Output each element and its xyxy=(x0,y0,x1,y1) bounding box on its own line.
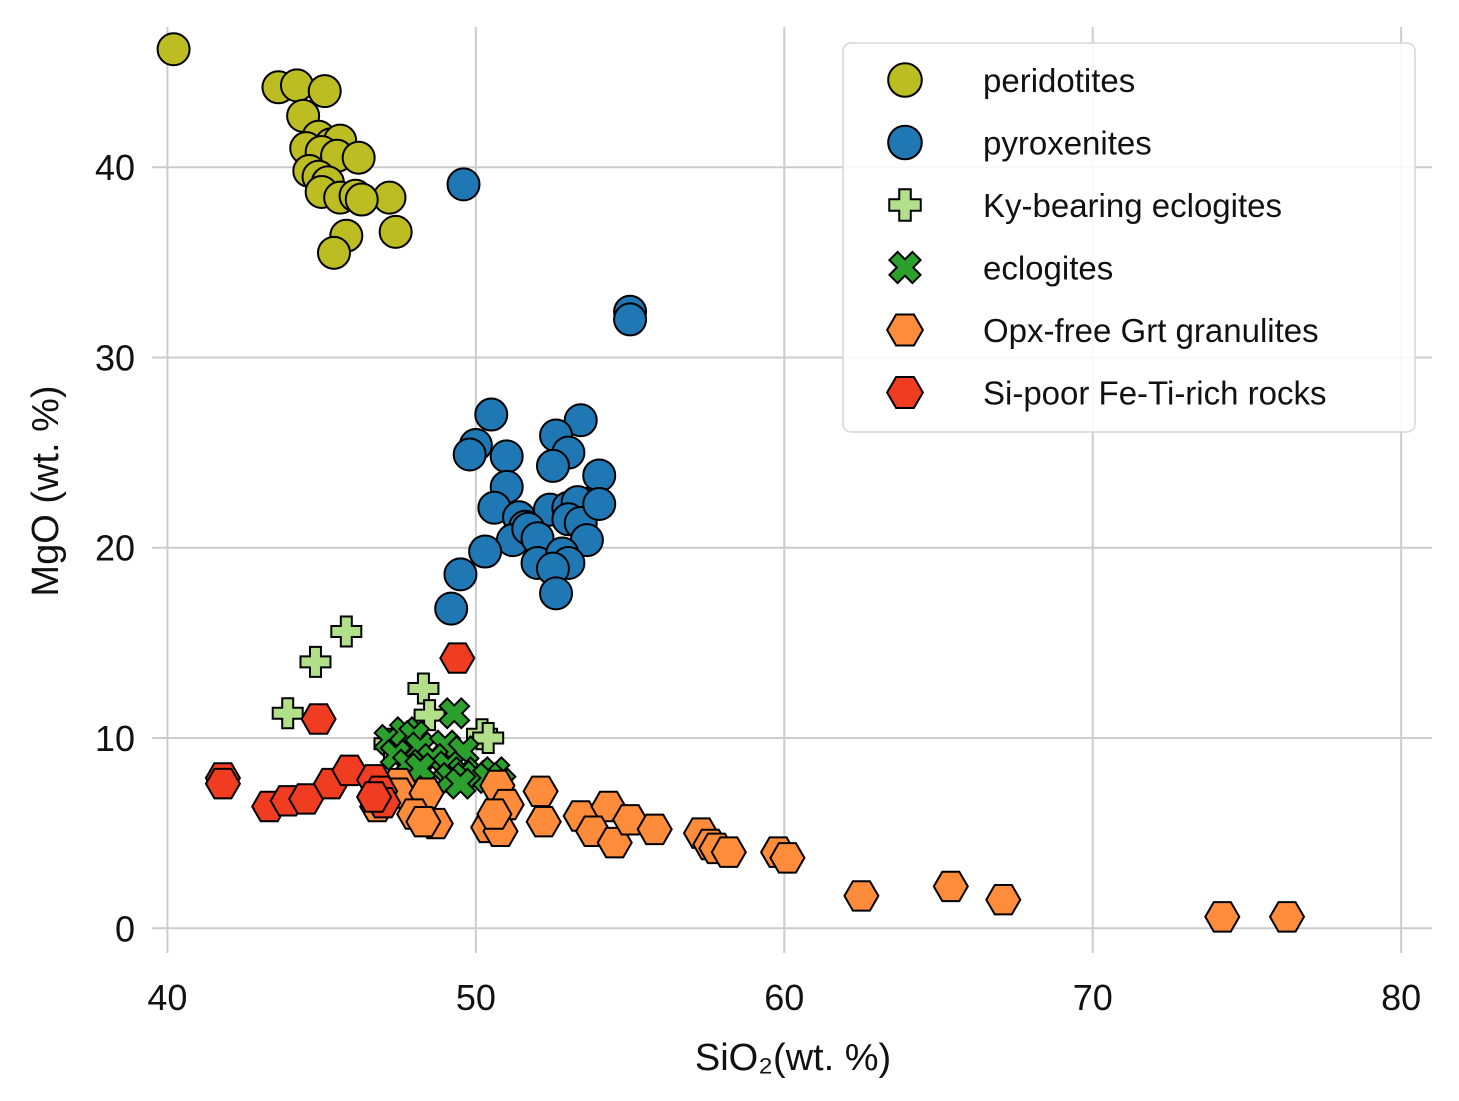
data-point xyxy=(539,576,574,611)
y-tick-label: 30 xyxy=(95,337,135,378)
data-point xyxy=(522,775,559,807)
data-point xyxy=(985,884,1022,916)
x-tick-label: 40 xyxy=(147,977,187,1018)
y-tick-label: 20 xyxy=(95,528,135,569)
data-point xyxy=(355,781,393,813)
data-point xyxy=(613,302,648,337)
x-axis-label: SiO₂(wt. %) xyxy=(695,1037,891,1079)
data-point xyxy=(434,591,469,626)
legend-marker xyxy=(887,250,923,285)
data-point xyxy=(474,397,509,432)
data-point xyxy=(563,403,598,438)
x-tick-label: 50 xyxy=(456,977,496,1018)
legend-box xyxy=(842,42,1416,433)
legend-label: pyroxenites xyxy=(983,125,1152,162)
data-point xyxy=(535,448,570,483)
data-point xyxy=(636,813,673,846)
y-axis-label: MgO (wt. %) xyxy=(25,385,67,596)
data-point xyxy=(413,699,446,732)
series-pyroxenites xyxy=(434,167,648,626)
data-point xyxy=(472,722,505,755)
data-point xyxy=(525,806,562,838)
legend-label: Si-poor Fe-Ti-rich rocks xyxy=(983,375,1327,412)
y-tick-label: 10 xyxy=(95,718,135,759)
legend-marker xyxy=(885,376,925,409)
data-point xyxy=(1204,901,1241,933)
x-tick-label: 70 xyxy=(1073,977,1113,1018)
data-point xyxy=(344,182,379,217)
series-peridotites xyxy=(156,32,413,270)
data-point xyxy=(271,697,304,730)
legend-marker xyxy=(888,188,922,222)
data-point xyxy=(476,798,513,830)
data-point xyxy=(582,458,617,493)
data-point xyxy=(330,615,363,648)
data-point xyxy=(405,806,442,838)
data-point xyxy=(444,767,477,800)
legend-label: Ky-bearing eclogites xyxy=(983,187,1282,224)
data-point xyxy=(932,870,969,903)
data-point xyxy=(307,74,342,109)
data-point xyxy=(341,140,376,175)
data-point xyxy=(710,836,747,868)
data-point xyxy=(300,703,337,735)
series-si-poor-fe-ti-rich-rocks xyxy=(204,642,476,823)
series-opx-free-grt-granulites xyxy=(359,767,1306,933)
legend-label: Opx-free Grt granulites xyxy=(983,312,1319,349)
data-point xyxy=(279,68,314,103)
data-point xyxy=(443,557,478,592)
y-tick-label: 40 xyxy=(95,147,135,188)
legend-label: peridotites xyxy=(983,62,1135,99)
data-point xyxy=(299,645,332,678)
data-point xyxy=(316,235,351,270)
legend-marker xyxy=(887,62,923,98)
y-tick-label: 0 xyxy=(115,908,135,949)
data-point xyxy=(439,642,476,674)
data-point xyxy=(843,880,880,912)
data-point xyxy=(452,437,487,472)
legend-marker xyxy=(887,124,923,161)
data-point xyxy=(156,32,191,67)
data-point xyxy=(582,486,617,521)
data-point xyxy=(407,672,440,705)
axis-ticks: 40 50 60 70 80 0 10 20 30 40 xyxy=(95,147,1421,1018)
legend-label: eclogites xyxy=(983,250,1113,287)
data-point xyxy=(378,214,413,249)
data-point xyxy=(489,439,524,474)
data-point xyxy=(769,842,806,874)
x-tick-label: 80 xyxy=(1381,977,1421,1018)
x-tick-label: 60 xyxy=(764,977,804,1018)
data-point xyxy=(438,697,471,730)
data-point xyxy=(204,767,242,800)
legend-marker xyxy=(885,313,925,347)
legend: peridotites pyroxenites Ky-bearing eclogit… xyxy=(842,42,1416,433)
data-points xyxy=(156,32,1306,933)
data-point xyxy=(468,534,503,569)
data-point xyxy=(1268,901,1306,933)
data-point xyxy=(446,167,481,202)
